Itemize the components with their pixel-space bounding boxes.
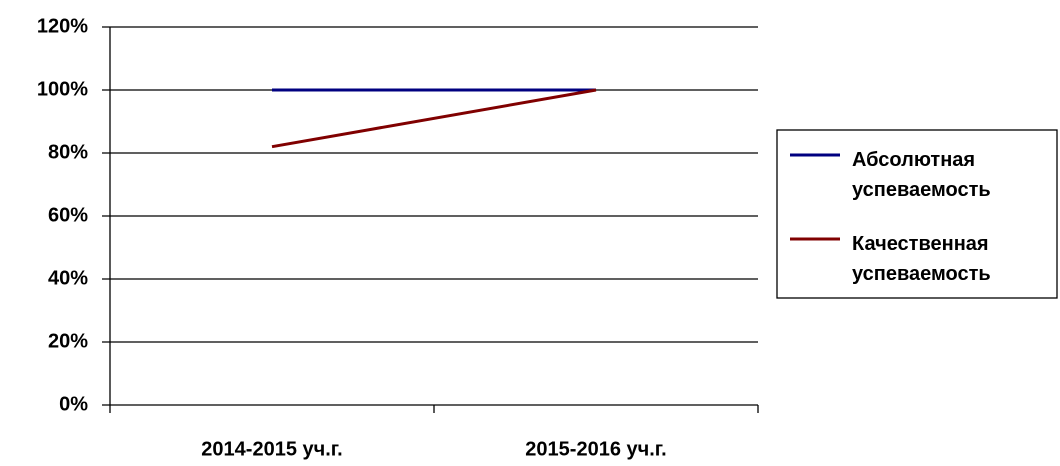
y-tick-label: 0% xyxy=(59,393,88,415)
y-tick-label: 60% xyxy=(48,204,88,226)
x-tick-label: 2014-2015 уч.г. xyxy=(201,438,342,460)
legend-label: Качественная успеваемость xyxy=(852,233,991,285)
y-tick-label: 120% xyxy=(37,15,88,37)
y-tick-label: 80% xyxy=(48,141,88,163)
legend-label: Абсолютная успеваемость xyxy=(852,149,991,201)
y-tick-label: 20% xyxy=(48,330,88,352)
legend-box xyxy=(776,129,1058,299)
line-series xyxy=(271,88,597,149)
x-tick-label: 2015-2016 уч.г. xyxy=(525,438,666,460)
y-tick-label: 40% xyxy=(48,267,88,289)
y-tick-label: 100% xyxy=(37,78,88,100)
